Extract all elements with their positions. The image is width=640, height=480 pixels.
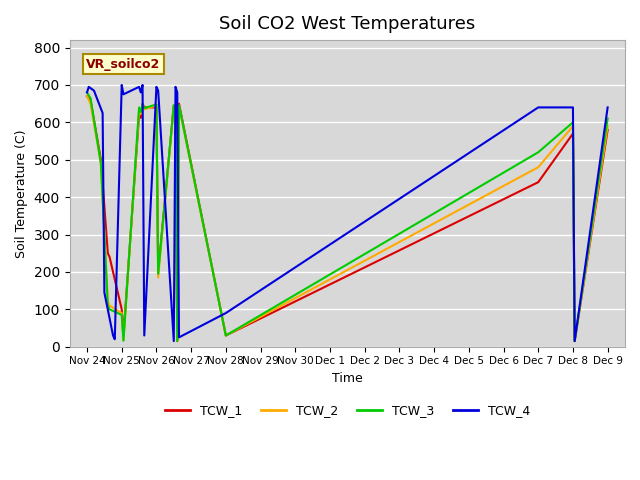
TCW_3 — [139, 102, 147, 108]
TCW_4 — [111, 336, 118, 342]
TCW_4 — [604, 105, 611, 110]
TCW_3 — [173, 338, 181, 344]
TCW_4 — [172, 84, 179, 90]
TCW_2 — [569, 123, 577, 129]
TCW_2 — [104, 299, 111, 305]
TCW_1 — [170, 103, 178, 108]
TCW_1 — [152, 105, 160, 110]
TCW_4 — [222, 310, 230, 316]
Title: Soil CO2 West Temperatures: Soil CO2 West Temperatures — [220, 15, 476, 33]
TCW_4 — [571, 338, 579, 344]
TCW_4 — [109, 333, 117, 338]
TCW_4 — [152, 84, 160, 90]
TCW_2 — [135, 108, 143, 114]
TCW_2 — [571, 338, 579, 344]
TCW_3 — [172, 106, 179, 112]
TCW_3 — [222, 333, 230, 338]
TCW_1 — [135, 112, 143, 118]
TCW_2 — [154, 275, 162, 280]
TCW_3 — [104, 303, 111, 309]
TCW_3 — [135, 105, 143, 110]
TCW_3 — [106, 306, 113, 312]
TCW_3 — [152, 102, 160, 108]
TCW_2 — [534, 164, 542, 170]
Line: TCW_1: TCW_1 — [87, 96, 607, 341]
TCW_1 — [222, 333, 230, 338]
TCW_2 — [140, 107, 148, 112]
TCW_4 — [85, 84, 93, 90]
TCW_1 — [106, 254, 113, 260]
TCW_4 — [83, 90, 91, 96]
TCW_4 — [120, 92, 127, 97]
TCW_4 — [118, 82, 125, 88]
TCW_3 — [140, 105, 148, 111]
TCW_1 — [97, 157, 105, 163]
TCW_2 — [222, 333, 230, 338]
TCW_2 — [83, 93, 91, 99]
TCW_4 — [90, 88, 98, 94]
Line: TCW_3: TCW_3 — [87, 93, 607, 341]
TCW_3 — [569, 120, 577, 125]
TCW_4 — [135, 84, 143, 90]
TCW_4 — [170, 338, 178, 344]
TCW_3 — [154, 271, 162, 276]
Line: TCW_2: TCW_2 — [87, 96, 607, 341]
TCW_4 — [173, 90, 181, 96]
TCW_2 — [86, 101, 94, 107]
TCW_1 — [139, 101, 147, 107]
TCW_1 — [118, 306, 125, 312]
TCW_3 — [86, 95, 94, 101]
TCW_1 — [569, 131, 577, 136]
TCW_3 — [175, 102, 183, 108]
TCW_1 — [140, 105, 148, 110]
TCW_3 — [97, 161, 105, 167]
TCW_3 — [83, 90, 91, 96]
TCW_4 — [100, 289, 108, 295]
TCW_2 — [137, 111, 145, 117]
TCW_3 — [604, 116, 611, 121]
TCW_3 — [137, 109, 145, 115]
TCW_1 — [172, 107, 179, 112]
Line: TCW_4: TCW_4 — [87, 85, 607, 341]
TCW_4 — [140, 333, 148, 338]
TCW_2 — [172, 107, 179, 113]
TCW_4 — [99, 110, 106, 116]
TCW_2 — [106, 303, 113, 309]
TCW_1 — [83, 93, 91, 99]
TCW_1 — [104, 251, 111, 256]
TCW_3 — [534, 149, 542, 155]
X-axis label: Time: Time — [332, 372, 363, 385]
TCW_2 — [170, 103, 178, 109]
TCW_4 — [139, 82, 147, 88]
Y-axis label: Soil Temperature (C): Soil Temperature (C) — [15, 129, 28, 258]
TCW_4 — [175, 335, 183, 340]
TCW_2 — [604, 123, 611, 129]
TCW_3 — [118, 312, 125, 318]
TCW_1 — [571, 338, 579, 344]
TCW_2 — [152, 103, 160, 108]
TCW_4 — [137, 90, 145, 96]
TCW_1 — [154, 269, 162, 275]
TCW_1 — [86, 97, 94, 103]
TCW_2 — [97, 161, 105, 167]
Text: VR_soilco2: VR_soilco2 — [86, 58, 161, 71]
Legend: TCW_1, TCW_2, TCW_3, TCW_4: TCW_1, TCW_2, TCW_3, TCW_4 — [160, 399, 535, 422]
TCW_2 — [120, 337, 127, 343]
TCW_1 — [137, 115, 145, 121]
TCW_2 — [175, 103, 183, 109]
TCW_3 — [571, 338, 579, 344]
TCW_4 — [154, 88, 162, 94]
TCW_2 — [139, 103, 147, 108]
TCW_4 — [569, 105, 577, 110]
TCW_2 — [118, 310, 125, 316]
TCW_3 — [170, 102, 178, 108]
TCW_1 — [173, 338, 181, 344]
TCW_1 — [534, 180, 542, 185]
TCW_1 — [604, 127, 611, 133]
TCW_1 — [120, 333, 127, 338]
TCW_4 — [534, 105, 542, 110]
TCW_3 — [120, 338, 127, 344]
TCW_2 — [173, 338, 181, 344]
TCW_1 — [175, 101, 183, 107]
